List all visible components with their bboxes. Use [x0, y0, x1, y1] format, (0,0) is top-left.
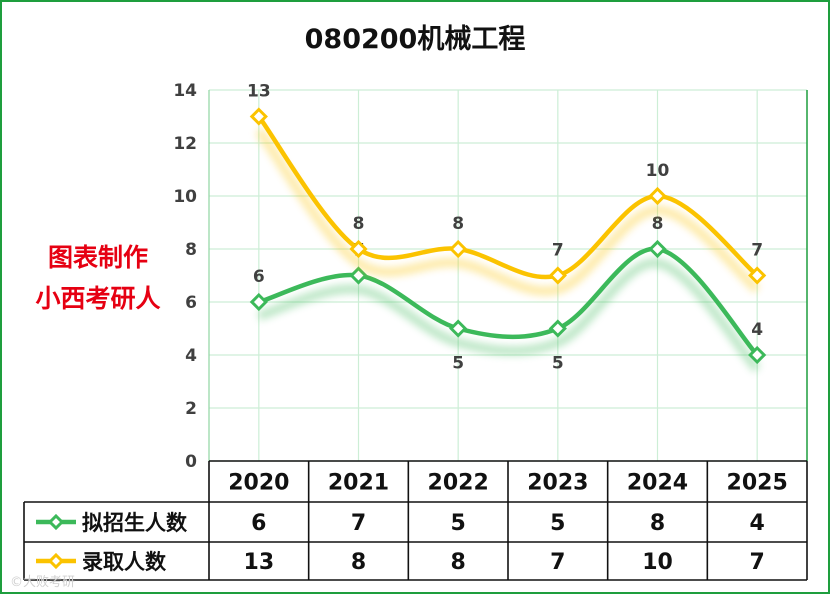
x-category-label: 2023 [527, 471, 588, 496]
data-point [548, 266, 567, 285]
x-category-label: 2024 [627, 471, 688, 496]
y-tick-label: 10 [173, 187, 197, 207]
legend-label: 录取人数 [82, 550, 167, 574]
watermark: 图表制作 小西考研人 [35, 243, 160, 313]
y-tick-label: 4 [185, 346, 197, 366]
data-label: 13 [247, 82, 271, 102]
x-category-label: 2020 [228, 471, 289, 496]
data-label: 6 [253, 267, 265, 287]
data-label: 5 [452, 354, 464, 374]
table-cell: 8 [650, 511, 665, 536]
x-category-label: 2021 [328, 471, 389, 496]
watermark-line1: 图表制作 [48, 243, 148, 272]
data-point [748, 266, 767, 285]
data-label: 8 [452, 214, 464, 234]
table-cell: 7 [550, 550, 565, 575]
y-axis: 0 2 4 6 8 10 12 14 [173, 81, 197, 472]
data-label: 8 [652, 214, 664, 234]
data-point [648, 239, 667, 259]
series-shadow [257, 258, 761, 373]
table-cell: 7 [351, 511, 366, 536]
data-point [249, 292, 268, 312]
footer-watermark: ©大败考研 [10, 575, 75, 590]
data-point [449, 319, 468, 338]
data-label: 7 [552, 241, 564, 261]
table-cell: 10 [642, 550, 673, 575]
x-category-label: 2022 [428, 471, 489, 496]
series-shadow [255, 127, 761, 296]
y-tick-label: 2 [185, 399, 197, 419]
series-line [257, 115, 759, 280]
table-cell: 7 [750, 550, 765, 575]
data-label: 5 [552, 354, 564, 374]
table-cell: 4 [750, 511, 765, 536]
legend-marker [47, 513, 65, 531]
x-category-label: 2025 [727, 471, 788, 496]
y-tick-label: 8 [185, 240, 197, 260]
y-tick-label: 6 [185, 293, 197, 313]
watermark-line2: 小西考研人 [35, 284, 160, 313]
y-tick-label: 14 [173, 81, 197, 101]
data-point [748, 345, 767, 365]
series-layer: 6 7 5 5 8 4 13 8 8 7 10 7 [247, 82, 767, 374]
table-cell: 6 [251, 511, 266, 536]
table-cell: 5 [451, 511, 466, 536]
data-table: 2020 2021 2022 2023 2024 2025 拟招生人数 6 7 5 5 8 4 录取人数 1… [23, 460, 808, 581]
data-label: 7 [751, 241, 763, 261]
y-tick-label: 0 [185, 452, 197, 472]
chart-title: 080200机械工程 [305, 24, 526, 55]
table-cell: 13 [244, 550, 275, 575]
y-tick-label: 12 [173, 134, 197, 154]
table-cell: 5 [550, 511, 565, 536]
data-point [548, 319, 567, 338]
data-point [449, 239, 468, 259]
series-1: 13 8 8 7 10 7 [247, 82, 767, 296]
table-cell: 8 [351, 550, 366, 575]
data-point [249, 107, 268, 126]
table-cell: 8 [451, 550, 466, 575]
data-point [349, 239, 368, 259]
data-point [648, 186, 667, 206]
data-label: 4 [751, 320, 763, 340]
data-point [349, 266, 368, 285]
grid [208, 89, 808, 462]
legend-label: 拟招生人数 [82, 511, 188, 535]
data-label: 10 [646, 161, 670, 181]
legend-marker [47, 552, 65, 570]
data-label: 8 [353, 214, 365, 234]
